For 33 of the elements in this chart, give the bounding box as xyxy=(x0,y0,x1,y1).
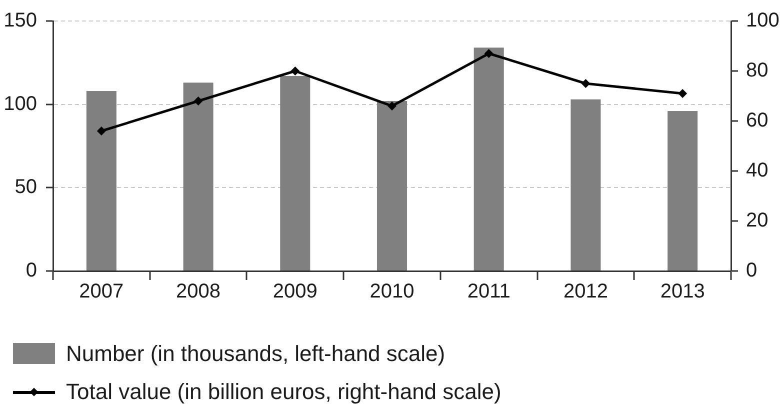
x-tick-label: 2011 xyxy=(467,280,510,303)
y-tick-label: 50 xyxy=(14,176,37,198)
x-tick-label: 2007 xyxy=(79,280,124,303)
bar xyxy=(668,111,698,270)
y2-tick-label: 100 xyxy=(746,10,780,32)
legend-label: Total value (in billion euros, right-hand scale) xyxy=(66,379,502,404)
x-tick-label: 2013 xyxy=(660,280,705,303)
x-tick-label: 2010 xyxy=(370,280,414,303)
y2-tick-label: 80 xyxy=(746,60,768,82)
y2-tick-label: 20 xyxy=(746,210,768,232)
y2-tick-label: 40 xyxy=(746,160,768,182)
point xyxy=(96,126,106,136)
point xyxy=(581,79,590,88)
y-tick-label: 150 xyxy=(4,10,37,32)
point xyxy=(678,89,688,98)
x-tick-label: 2008 xyxy=(176,280,221,303)
legend-label: Number (in thousands, left-hand scale) xyxy=(66,341,446,366)
bar xyxy=(474,48,504,270)
y-tick-label: 100 xyxy=(4,92,37,115)
point xyxy=(194,96,203,106)
y-tick-label: 0 xyxy=(26,260,37,282)
point xyxy=(484,49,494,58)
x-tick-label: 2012 xyxy=(563,280,608,303)
bar xyxy=(570,99,601,270)
point xyxy=(388,102,396,110)
y2-tick-label: 0 xyxy=(746,260,758,282)
bar xyxy=(86,91,116,270)
bar xyxy=(183,82,214,270)
bar xyxy=(280,76,310,270)
point xyxy=(290,66,300,76)
bar xyxy=(376,101,408,270)
x-tick-label: 2009 xyxy=(272,280,318,303)
y2-tick-label: 60 xyxy=(746,110,768,132)
